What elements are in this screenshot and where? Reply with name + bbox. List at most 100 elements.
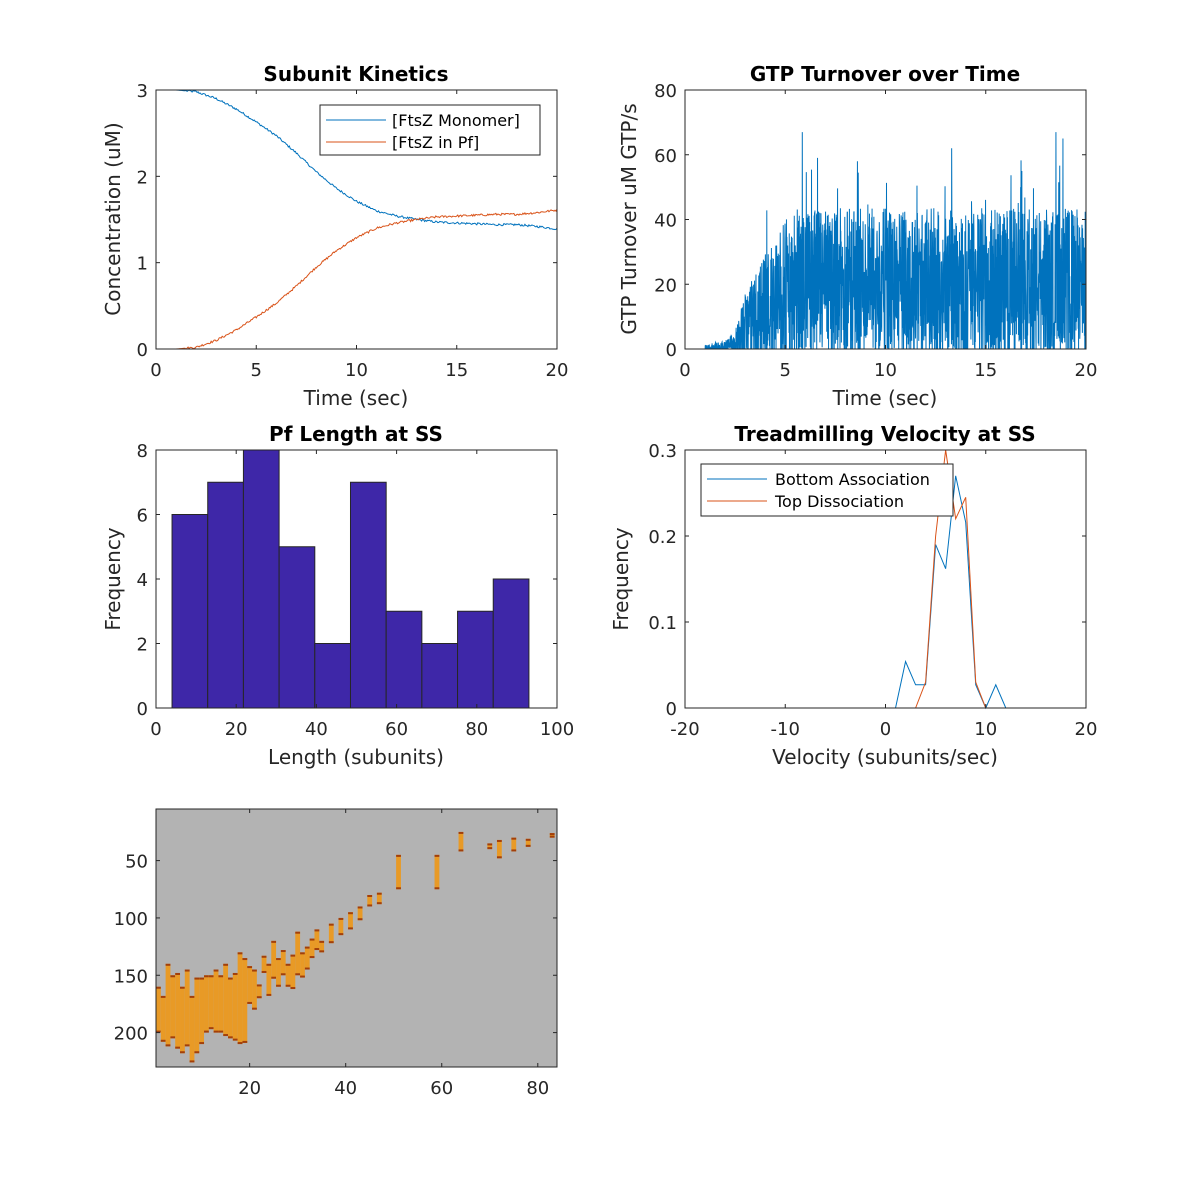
pflength-xtick-label-0: 0 xyxy=(150,719,161,740)
heatmap-column-cap-31 xyxy=(304,946,310,949)
heatmap-column-cap-24 xyxy=(271,940,277,943)
heatmap-column-8 xyxy=(194,977,200,1054)
heatmap-column-37 xyxy=(348,912,353,930)
heatmap-column-33 xyxy=(314,929,320,951)
heatmap-column-base-37 xyxy=(348,927,353,930)
kinetics-xtick-label-2: 10 xyxy=(345,360,368,381)
heatmap-column-42 xyxy=(434,854,440,890)
heatmap-column-base-29 xyxy=(295,973,301,976)
heatmap-column-46 xyxy=(511,837,517,852)
velocity-xtick-label-0: -20 xyxy=(670,719,699,740)
heatmap-column-1 xyxy=(160,995,166,1042)
kinetics-ytick-label-1: 1 xyxy=(137,254,148,275)
heatmap-column-4 xyxy=(175,972,181,1049)
gtp-ylabel: GTP Turnover uM GTP/s xyxy=(617,103,641,334)
pflength-bar-4 xyxy=(314,643,351,709)
kinetics-legend-label-monomer: [FtsZ Monomer] xyxy=(392,111,520,130)
heatmap-column-23 xyxy=(266,963,272,996)
velocity-legend-label-top: Top Dissociation xyxy=(774,492,904,511)
heatmap-ytick-label-1: 100 xyxy=(114,909,148,930)
kinetics-series-line-0 xyxy=(156,89,558,231)
heatmap-column-6 xyxy=(184,969,190,1047)
gtp-ytick-label-3: 60 xyxy=(654,146,677,167)
heatmap-column-base-23 xyxy=(266,993,272,996)
heatmap-column-cap-26 xyxy=(280,950,286,953)
heatmap-column-base-10 xyxy=(204,1030,209,1033)
heatmap-column-base-12 xyxy=(213,1030,219,1033)
pflength-bar-0 xyxy=(171,514,209,709)
gtp-panel: GTP Turnover over Time 0 5 10 15 20 0 20 40 60 80… xyxy=(617,62,1097,410)
heatmap-column-cap-23 xyxy=(266,963,272,966)
heatmap-column-cap-6 xyxy=(184,969,190,972)
pflength-bar-6 xyxy=(385,610,423,709)
heatmap-column-2 xyxy=(165,963,171,1047)
heatmap-column-30 xyxy=(300,952,305,978)
heatmap-column-48 xyxy=(549,833,555,838)
pflength-xlabel: Length (subunits) xyxy=(268,745,444,769)
heatmap-column-cap-32 xyxy=(309,938,315,941)
heatmap-column-cap-0 xyxy=(156,986,161,989)
heatmap-column-cap-30 xyxy=(300,952,305,955)
heatmap-column-13 xyxy=(218,975,224,1033)
pflength-axes-box xyxy=(155,449,558,709)
heatmap-column-base-43 xyxy=(458,849,464,852)
pflength-xtick-label-3: 60 xyxy=(385,719,408,740)
heatmap-column-base-13 xyxy=(218,1030,224,1033)
heatmap-column-base-32 xyxy=(309,956,315,959)
heatmap-column-base-36 xyxy=(338,933,344,936)
heatmap-column-cap-8 xyxy=(194,977,200,980)
pflength-ytick-label-2: 4 xyxy=(137,570,148,591)
heatmap-column-base-30 xyxy=(300,975,305,978)
heatmap-ytick-label-0: 50 xyxy=(125,852,148,873)
heatmap-column-cap-40 xyxy=(376,892,382,895)
heatmap-column-18 xyxy=(242,958,248,1043)
heatmap-column-36 xyxy=(338,917,344,936)
heatmap-column-base-5 xyxy=(180,1051,185,1054)
velocity-ytick-label-3: 0.3 xyxy=(648,441,677,462)
velocity-ytick-label-0: 0 xyxy=(666,699,677,720)
heatmap-column-31 xyxy=(304,946,310,970)
heatmap-column-cap-37 xyxy=(348,912,353,915)
heatmap-column-cap-38 xyxy=(357,906,363,909)
heatmap-column-cap-46 xyxy=(511,837,517,840)
kinetics-ytick-label-0: 0 xyxy=(137,340,148,361)
heatmap-cells-group xyxy=(156,831,555,1063)
heatmap-column-41 xyxy=(396,854,401,890)
heatmap-column-cap-43 xyxy=(458,831,464,834)
kinetics-xtick-label-0: 0 xyxy=(150,360,161,381)
heatmap-column-cap-3 xyxy=(170,975,176,978)
heatmap-column-cap-25 xyxy=(276,958,281,961)
heatmap-column-cap-10 xyxy=(204,975,209,978)
gtp-ytick-label-4: 80 xyxy=(654,81,677,102)
velocity-legend: Bottom Association Top Dissociation xyxy=(700,463,954,517)
heatmap-column-0 xyxy=(156,986,161,1033)
heatmap-column-base-42 xyxy=(434,887,440,890)
heatmap-column-28 xyxy=(290,954,296,990)
heatmap-panel: 20 40 60 80 50 100 150 200 xyxy=(114,808,558,1099)
heatmap-column-cap-18 xyxy=(242,958,248,961)
heatmap-column-20 xyxy=(252,969,257,1010)
heatmap-xtick-label-0: 20 xyxy=(238,1078,261,1099)
heatmap-column-cap-7 xyxy=(189,995,195,998)
heatmap-column-base-6 xyxy=(184,1044,190,1047)
kinetics-xtick-label-4: 20 xyxy=(546,360,569,381)
heatmap-column-base-45 xyxy=(496,856,502,859)
heatmap-column-7 xyxy=(189,995,195,1063)
heatmap-column-base-9 xyxy=(199,1042,205,1045)
heatmap-column-cap-41 xyxy=(396,854,401,857)
heatmap-column-5 xyxy=(180,986,185,1054)
heatmap-column-19 xyxy=(247,966,253,1004)
heatmap-column-9 xyxy=(199,977,205,1045)
heatmap-column-base-16 xyxy=(232,1038,238,1041)
velocity-xtick-label-1: -10 xyxy=(771,719,800,740)
heatmap-column-cap-34 xyxy=(319,940,325,943)
heatmap-column-11 xyxy=(208,975,214,1030)
heatmap-column-26 xyxy=(280,950,286,976)
heatmap-column-17 xyxy=(237,952,243,1045)
heatmap-column-cap-29 xyxy=(295,931,301,934)
heatmap-xtick-label-3: 80 xyxy=(526,1078,549,1099)
pflength-bar-7 xyxy=(421,643,459,709)
heatmap-column-cap-4 xyxy=(175,972,181,975)
heatmap-column-35 xyxy=(328,923,334,944)
heatmap-column-cap-28 xyxy=(290,954,296,957)
